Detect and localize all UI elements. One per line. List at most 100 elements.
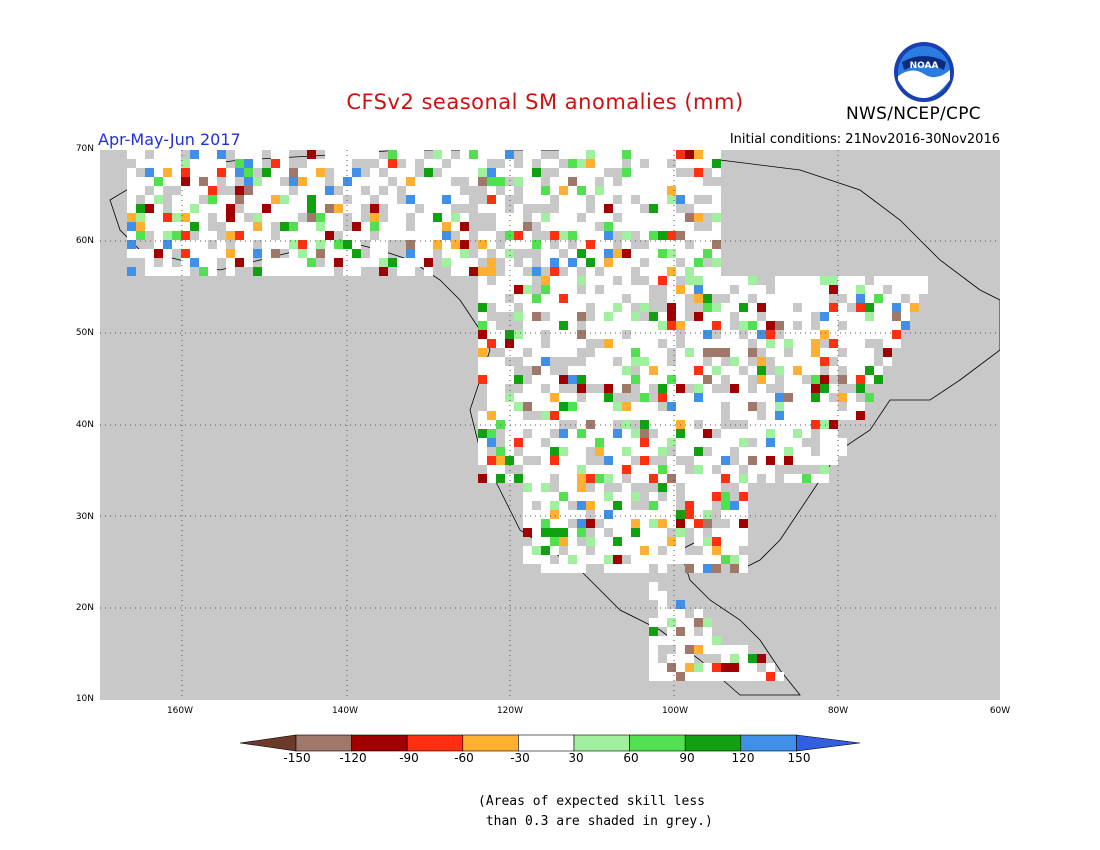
anomaly-cell	[235, 213, 244, 222]
anomaly-cell	[226, 168, 235, 177]
anomaly-cell	[478, 159, 487, 168]
anomaly-cell	[820, 348, 829, 357]
anomaly-cell	[523, 276, 532, 285]
anomaly-cell	[487, 150, 496, 159]
anomaly-cell	[496, 204, 505, 213]
anomaly-cell	[559, 492, 568, 501]
anomaly-cell	[622, 222, 631, 231]
anomaly-cell	[568, 276, 577, 285]
lat-label: 30N	[75, 512, 94, 522]
anomaly-cell	[712, 663, 721, 672]
anomaly-cell	[748, 276, 757, 285]
anomaly-cell	[730, 276, 739, 285]
anomaly-cell	[478, 411, 487, 420]
anomaly-cell	[676, 438, 685, 447]
anomaly-cell	[415, 150, 424, 159]
anomaly-cell	[289, 213, 298, 222]
anomaly-cell	[685, 177, 694, 186]
anomaly-cell	[640, 330, 649, 339]
anomaly-cell	[757, 447, 766, 456]
anomaly-cell	[568, 159, 577, 168]
anomaly-cell	[469, 168, 478, 177]
anomaly-cell	[667, 267, 676, 276]
anomaly-cell	[622, 285, 631, 294]
anomaly-cell	[613, 375, 622, 384]
anomaly-cell	[901, 285, 910, 294]
anomaly-cell	[667, 609, 676, 618]
anomaly-cell	[676, 384, 685, 393]
anomaly-cell	[622, 510, 631, 519]
anomaly-cell	[199, 168, 208, 177]
anomaly-cell	[838, 339, 847, 348]
lon-label: 80W	[827, 706, 849, 716]
anomaly-cell	[577, 528, 586, 537]
anomaly-cell	[154, 222, 163, 231]
anomaly-cell	[739, 645, 748, 654]
anomaly-cell	[865, 348, 874, 357]
anomaly-cell	[532, 438, 541, 447]
anomaly-cell	[550, 348, 559, 357]
anomaly-cell	[856, 303, 865, 312]
anomaly-cell	[595, 204, 604, 213]
anomaly-cell	[613, 429, 622, 438]
anomaly-cell	[604, 195, 613, 204]
anomaly-cell	[847, 276, 856, 285]
anomaly-cell	[136, 150, 145, 159]
anomaly-cell	[478, 357, 487, 366]
anomaly-cell	[829, 411, 838, 420]
anomaly-cell	[694, 213, 703, 222]
anomaly-cell	[271, 195, 280, 204]
anomaly-cell	[694, 393, 703, 402]
anomaly-cell	[874, 303, 883, 312]
anomaly-cell	[649, 186, 658, 195]
anomaly-cell	[739, 537, 748, 546]
anomaly-cell	[640, 195, 649, 204]
anomaly-cell	[721, 312, 730, 321]
anomaly-cell	[910, 276, 919, 285]
anomaly-cell	[631, 555, 640, 564]
anomaly-cell	[658, 537, 667, 546]
anomaly-cell	[739, 294, 748, 303]
anomaly-cell	[325, 186, 334, 195]
anomaly-cell	[613, 438, 622, 447]
anomaly-cell	[316, 240, 325, 249]
anomaly-cell	[577, 501, 586, 510]
anomaly-cell	[640, 411, 649, 420]
anomaly-cell	[586, 168, 595, 177]
anomaly-cell	[496, 222, 505, 231]
anomaly-cell	[685, 330, 694, 339]
anomaly-cell	[595, 348, 604, 357]
anomaly-cell	[640, 555, 649, 564]
anomaly-cell	[739, 357, 748, 366]
anomaly-cell	[694, 384, 703, 393]
anomaly-cell	[397, 267, 406, 276]
anomaly-cell	[199, 222, 208, 231]
anomaly-cell	[559, 285, 568, 294]
anomaly-cell	[784, 411, 793, 420]
anomaly-cell	[406, 177, 415, 186]
anomaly-cell	[253, 186, 262, 195]
anomaly-cell	[460, 249, 469, 258]
anomaly-cell	[640, 510, 649, 519]
anomaly-cell	[712, 213, 721, 222]
anomaly-cell	[667, 393, 676, 402]
anomaly-cell	[559, 213, 568, 222]
anomaly-cell	[370, 150, 379, 159]
anomaly-cell	[658, 321, 667, 330]
anomaly-cell	[532, 546, 541, 555]
anomaly-cell	[703, 492, 712, 501]
anomaly-cell	[577, 429, 586, 438]
anomaly-cell	[415, 258, 424, 267]
anomaly-cell	[253, 222, 262, 231]
anomaly-cell	[496, 375, 505, 384]
anomaly-cell	[604, 456, 613, 465]
anomaly-cell	[658, 600, 667, 609]
anomaly-cell	[541, 240, 550, 249]
anomaly-cell	[739, 411, 748, 420]
anomaly-cell	[559, 321, 568, 330]
anomaly-cell	[667, 384, 676, 393]
anomaly-cell	[487, 366, 496, 375]
anomaly-cell	[676, 321, 685, 330]
anomaly-cell	[802, 294, 811, 303]
anomaly-cell	[703, 555, 712, 564]
